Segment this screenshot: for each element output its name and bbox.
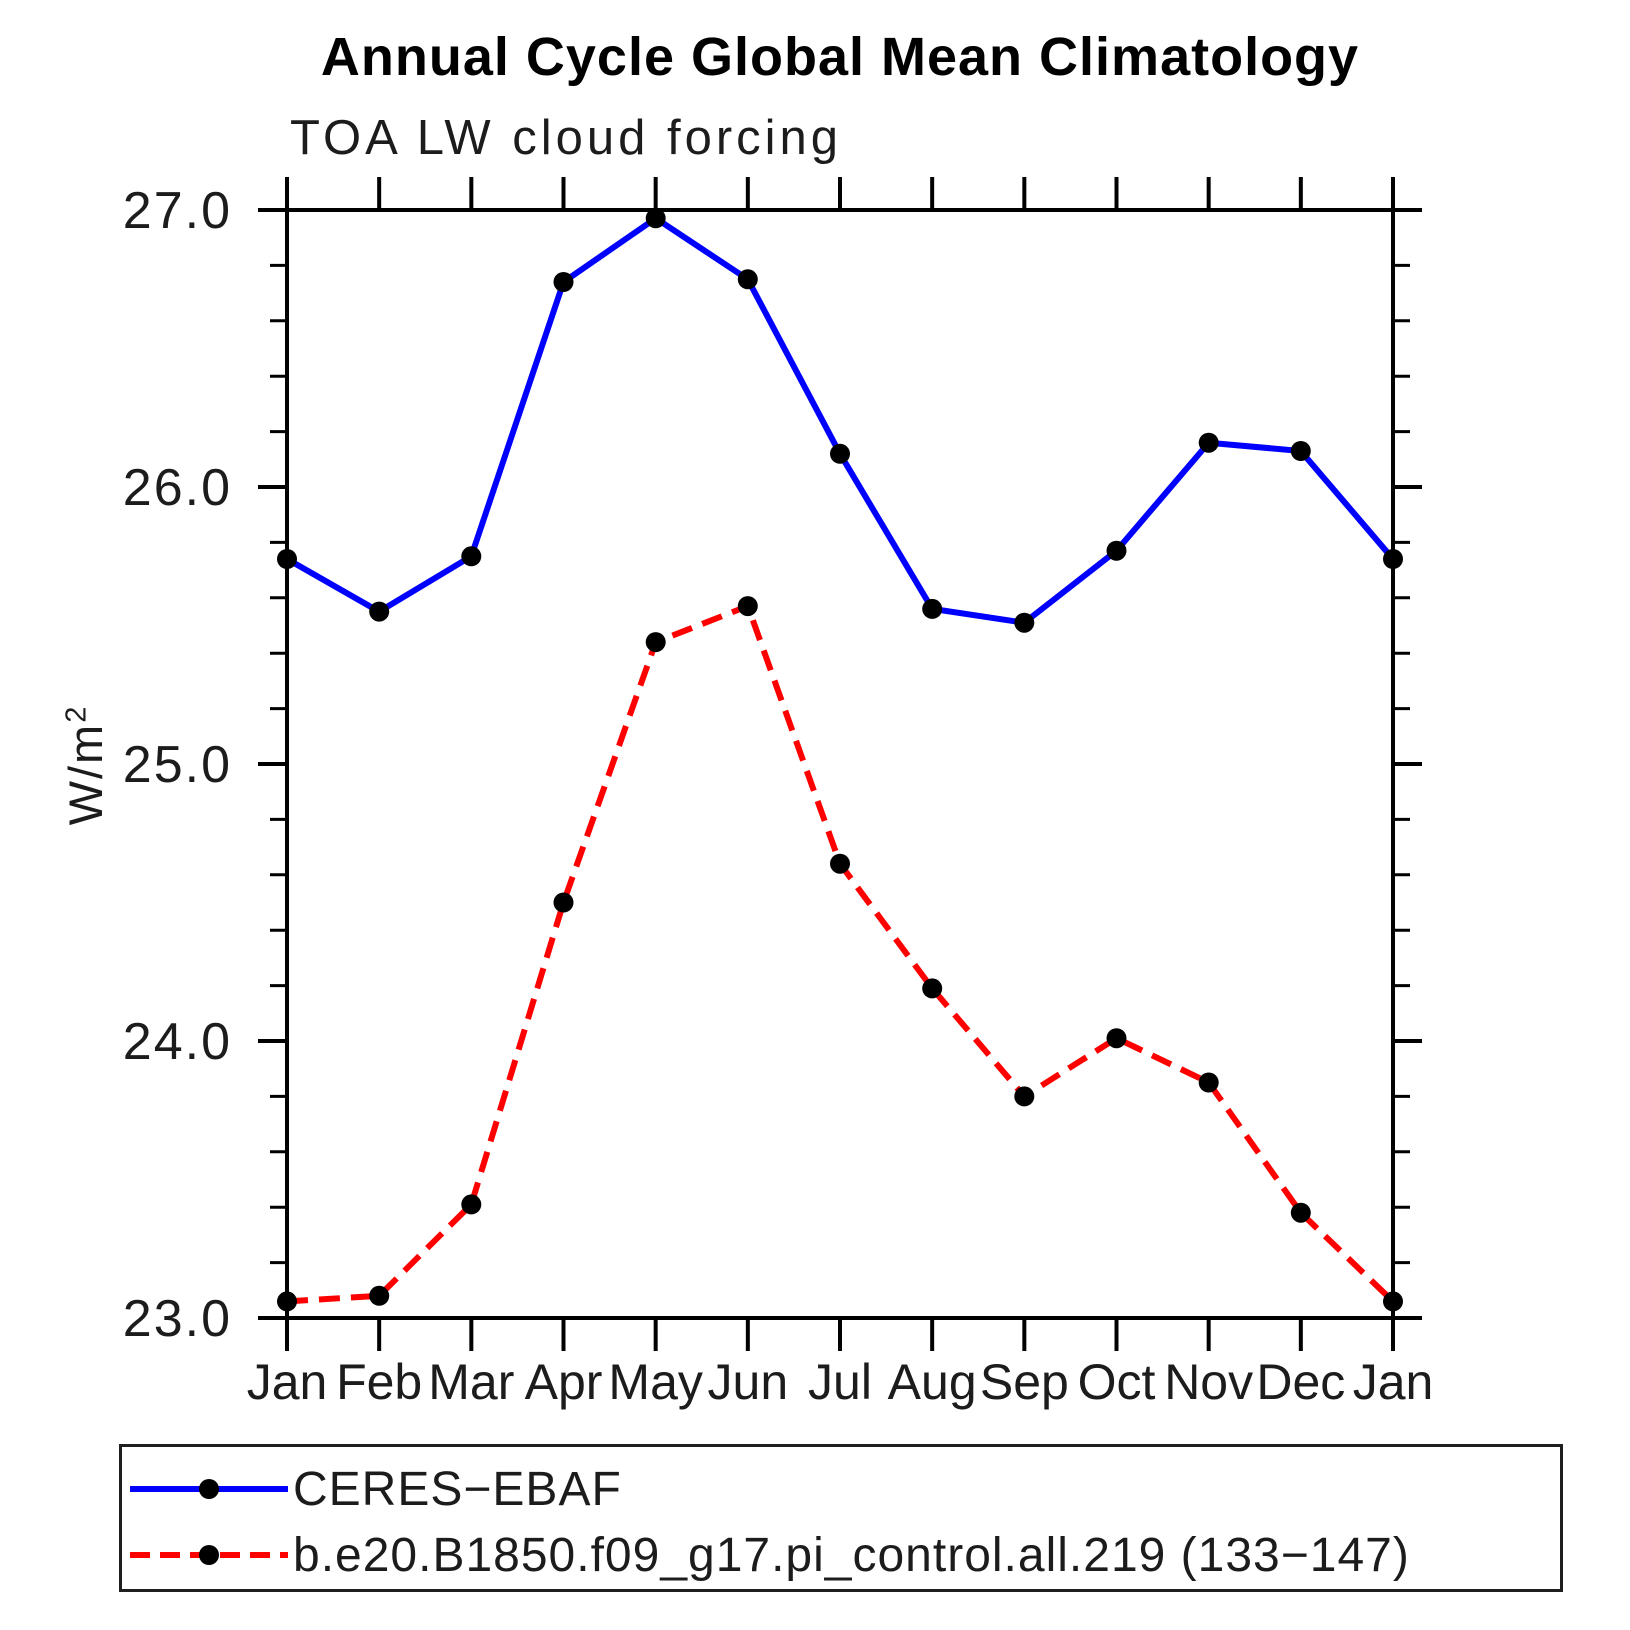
- data-point: [1383, 1291, 1403, 1312]
- legend-marker-dot: [199, 1479, 219, 1499]
- y-tick-label: 23.0: [123, 1290, 232, 1348]
- data-point: [922, 598, 943, 619]
- data-point: [645, 632, 666, 653]
- legend-box: CERES−EBAF b.e20.B1850.f09_g17.pi_control…: [119, 1444, 1563, 1592]
- y-tick-label: 24.0: [123, 1013, 232, 1071]
- data-point: [369, 1285, 390, 1306]
- data-point: [461, 1194, 482, 1215]
- legend-label: CERES−EBAF: [293, 1462, 622, 1516]
- x-tick-label: Sep: [980, 1354, 1069, 1410]
- chart-subtitle: TOA LW cloud forcing: [290, 111, 843, 165]
- x-tick-label: Nov: [1164, 1354, 1253, 1410]
- data-point: [277, 1291, 297, 1312]
- x-tick-label: Jan: [247, 1354, 328, 1410]
- data-point: [1106, 540, 1127, 561]
- data-point: [645, 208, 666, 229]
- x-tick-label: Mar: [428, 1354, 514, 1410]
- legend-row: CERES−EBAF: [128, 1463, 622, 1516]
- data-point: [1014, 1086, 1035, 1107]
- data-point: [553, 892, 574, 913]
- y-tick-label: 27.0: [123, 182, 232, 240]
- x-tick-label: Jun: [708, 1354, 789, 1410]
- data-point: [277, 549, 297, 569]
- x-tick-label: Aug: [888, 1354, 977, 1410]
- series-line-0: [285, 214, 1396, 626]
- data-point: [830, 853, 850, 874]
- data-point: [553, 272, 574, 292]
- legend-swatch: [130, 1545, 288, 1565]
- data-point: [737, 596, 758, 617]
- data-point: [922, 978, 943, 999]
- x-tick-label: Feb: [336, 1354, 422, 1410]
- legend-swatch: [130, 1479, 288, 1499]
- data-point: [1383, 549, 1403, 569]
- x-tick-label: Apr: [525, 1354, 603, 1410]
- legend-label: b.e20.B1850.f09_g17.pi_control.all.219 (…: [293, 1528, 1410, 1582]
- x-tick-label: Oct: [1078, 1354, 1156, 1410]
- data-point: [1290, 441, 1311, 461]
- plot-frame: [285, 208, 1395, 1320]
- data-point: [1198, 432, 1219, 453]
- y-tick-label: 25.0: [123, 736, 232, 794]
- data-point: [830, 443, 850, 464]
- x-tick-label: May: [608, 1354, 702, 1410]
- x-tick-label: Jul: [808, 1354, 872, 1410]
- legend-row: b.e20.B1850.f09_g17.pi_control.all.219 (…: [128, 1529, 1410, 1582]
- data-point: [461, 546, 482, 567]
- page-title: Annual Cycle Global Mean Climatology: [320, 27, 1360, 87]
- data-point: [1290, 1202, 1311, 1223]
- legend-marker-dot: [199, 1545, 219, 1565]
- series-line-1: [286, 602, 1396, 1305]
- data-point: [369, 601, 390, 622]
- x-tick-label: Dec: [1256, 1354, 1345, 1410]
- data-point: [1014, 612, 1035, 633]
- data-point: [1198, 1072, 1219, 1093]
- y-tick-label: 26.0: [123, 459, 232, 517]
- x-tick-label: Jan: [1353, 1354, 1434, 1410]
- data-point: [737, 269, 758, 290]
- data-point: [1106, 1028, 1127, 1049]
